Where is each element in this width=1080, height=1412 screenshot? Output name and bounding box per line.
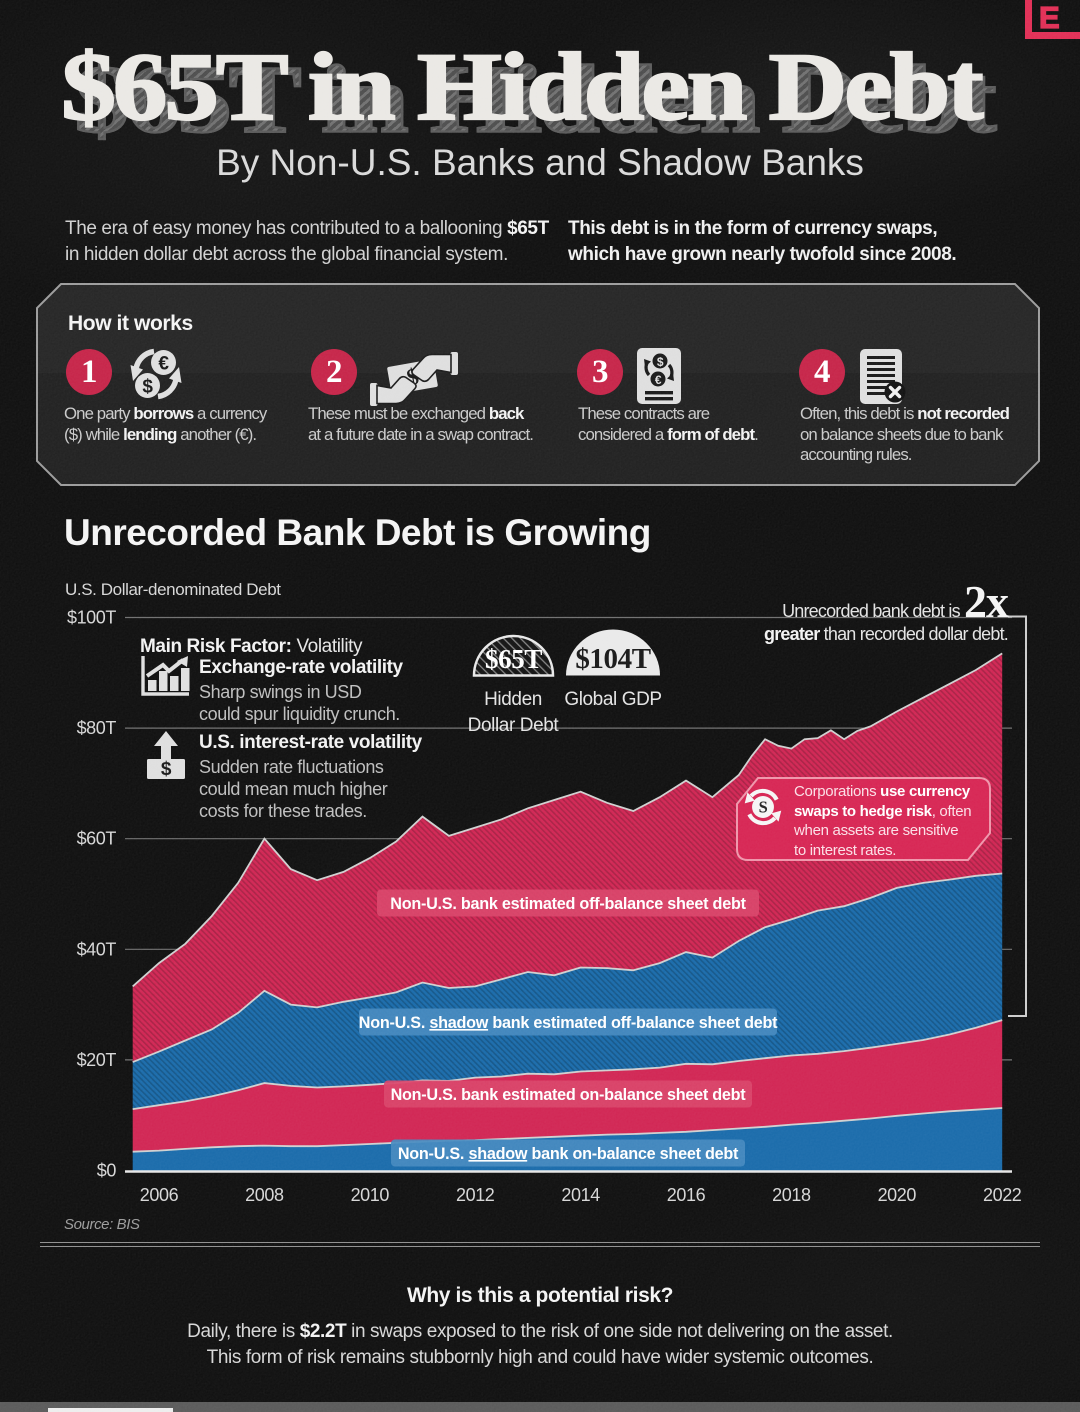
svg-text:$20T: $20T	[77, 1050, 117, 1070]
svg-text:$0: $0	[97, 1161, 117, 1181]
svg-text:Non-U.S. bank estimated off-ba: Non-U.S. bank estimated off-balance shee…	[390, 895, 746, 913]
svg-text:Non-U.S. shadow bank on-balanc: Non-U.S. shadow bank on-balance sheet de…	[398, 1145, 739, 1163]
svg-text:2014: 2014	[561, 1185, 600, 1205]
svg-text:2022: 2022	[983, 1185, 1022, 1205]
svg-text:2008: 2008	[245, 1185, 284, 1205]
svg-text:2018: 2018	[772, 1185, 811, 1205]
svg-text:$65T: $65T	[485, 644, 542, 674]
svg-text:$40T: $40T	[77, 939, 117, 959]
svg-text:2006: 2006	[140, 1185, 179, 1205]
svg-text:$104T: $104T	[575, 643, 650, 675]
svg-text:Non-U.S. bank estimated on-bal: Non-U.S. bank estimated on-balance sheet…	[391, 1086, 747, 1104]
svg-text:2020: 2020	[878, 1185, 917, 1205]
svg-text:2016: 2016	[667, 1185, 706, 1205]
svg-text:2010: 2010	[351, 1185, 390, 1205]
svg-text:$60T: $60T	[77, 829, 117, 849]
svg-text:$80T: $80T	[77, 718, 117, 738]
svg-text:2012: 2012	[456, 1185, 495, 1205]
svg-text:$100T: $100T	[67, 608, 116, 628]
svg-text:S: S	[759, 797, 768, 816]
svg-text:Non-U.S. shadow bank estimated: Non-U.S. shadow bank estimated off-balan…	[359, 1014, 778, 1032]
svg-text:$: $	[161, 759, 172, 780]
